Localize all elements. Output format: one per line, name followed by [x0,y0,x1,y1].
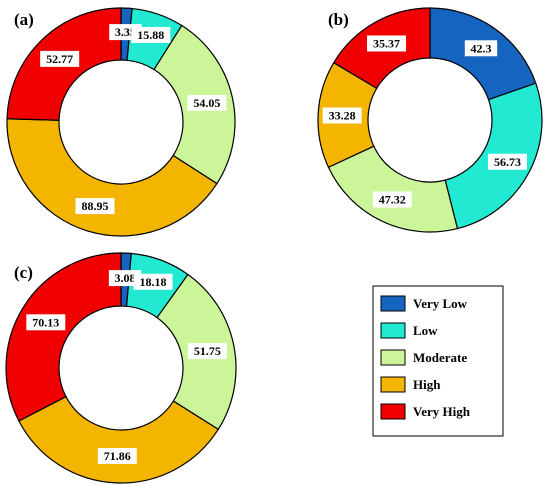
slice-high [18,395,220,484]
legend-label: Low [413,323,438,338]
value-label-text: 35.37 [373,36,400,50]
value-label-box [367,35,407,52]
value-label-box [75,198,115,215]
value-label-text: 3.08 [115,271,136,285]
value-label: 54.05 [187,94,227,111]
value-label-box [131,26,171,43]
slice-high [6,118,218,237]
legend-item: High [380,376,441,393]
value-label: 56.73 [487,153,527,170]
legend-swatch [380,376,406,393]
legend-label: Very High [413,404,471,419]
legend-swatch [380,295,406,312]
panel-label: (a) [14,10,34,29]
value-label-text: 33.28 [329,109,356,123]
value-label-box [26,314,66,331]
value-label: 52.77 [40,50,80,67]
donut-chart-1: 3.35 15.88 54.05 88.95 52.77 (a) [6,7,236,237]
panel-label: (c) [14,263,33,282]
legend-item: Moderate [380,349,467,366]
value-label-box [187,94,227,111]
value-label-box [133,273,173,290]
value-label-text: 42.3 [470,41,491,55]
value-label-text: 71.86 [104,449,131,463]
value-label-text: 88.95 [82,199,109,213]
legend-item: Very Low [380,295,468,312]
legend-swatch [380,322,406,339]
value-label-box [372,191,412,208]
value-label-box [108,270,142,287]
legend-label: Very Low [413,296,468,311]
value-label: 35.37 [367,35,407,52]
value-label-text: 52.77 [46,52,73,66]
value-label: 3.08 [108,270,142,287]
value-label-box [322,107,362,124]
value-label: 88.95 [75,198,115,215]
legend-item: Low [380,322,438,339]
legend-item: Very High [380,403,471,420]
slice-moderate [327,145,459,233]
value-label-text: 15.88 [137,28,164,42]
legend-swatch [380,349,406,366]
value-label-box [187,343,227,360]
value-label: 70.13 [26,314,66,331]
value-label-box [40,50,80,67]
legend-swatch [380,403,406,420]
value-label: 47.32 [372,191,412,208]
slice-very-high [5,252,122,422]
value-label-text: 70.13 [32,315,59,329]
legend-label: Moderate [413,350,467,365]
value-label-text: 54.05 [193,96,220,110]
donut-chart-2: 42.3 56.73 47.32 33.28 35.37 (b) [317,7,543,233]
value-label: 42.3 [464,40,498,57]
legend: Very Low Low Moderate High Very High [372,285,504,437]
chart-panels: 3.35 15.88 54.05 88.95 52.77 (a) 42.3 56.73 47.3… [5,7,543,484]
value-label: 51.75 [187,343,227,360]
value-label: 33.28 [322,107,362,124]
panel-label: (b) [328,10,349,29]
value-label-text: 3.35 [115,25,136,39]
value-label-text: 18.18 [140,275,167,289]
value-label-box [487,153,527,170]
value-label-text: 56.73 [494,155,521,169]
value-label: 15.88 [131,26,171,43]
legend-label: High [413,377,441,392]
value-label: 18.18 [133,273,173,290]
value-label: 71.86 [97,447,137,464]
value-label-box [464,40,498,57]
donut-chart-3: 3.08 18.18 51.75 71.86 70.13 (c) [5,252,237,484]
legend-items: Very Low Low Moderate High Very High [380,295,471,420]
value-label-text: 47.32 [379,192,406,206]
value-label-box [97,447,137,464]
value-label-text: 51.75 [194,344,221,358]
